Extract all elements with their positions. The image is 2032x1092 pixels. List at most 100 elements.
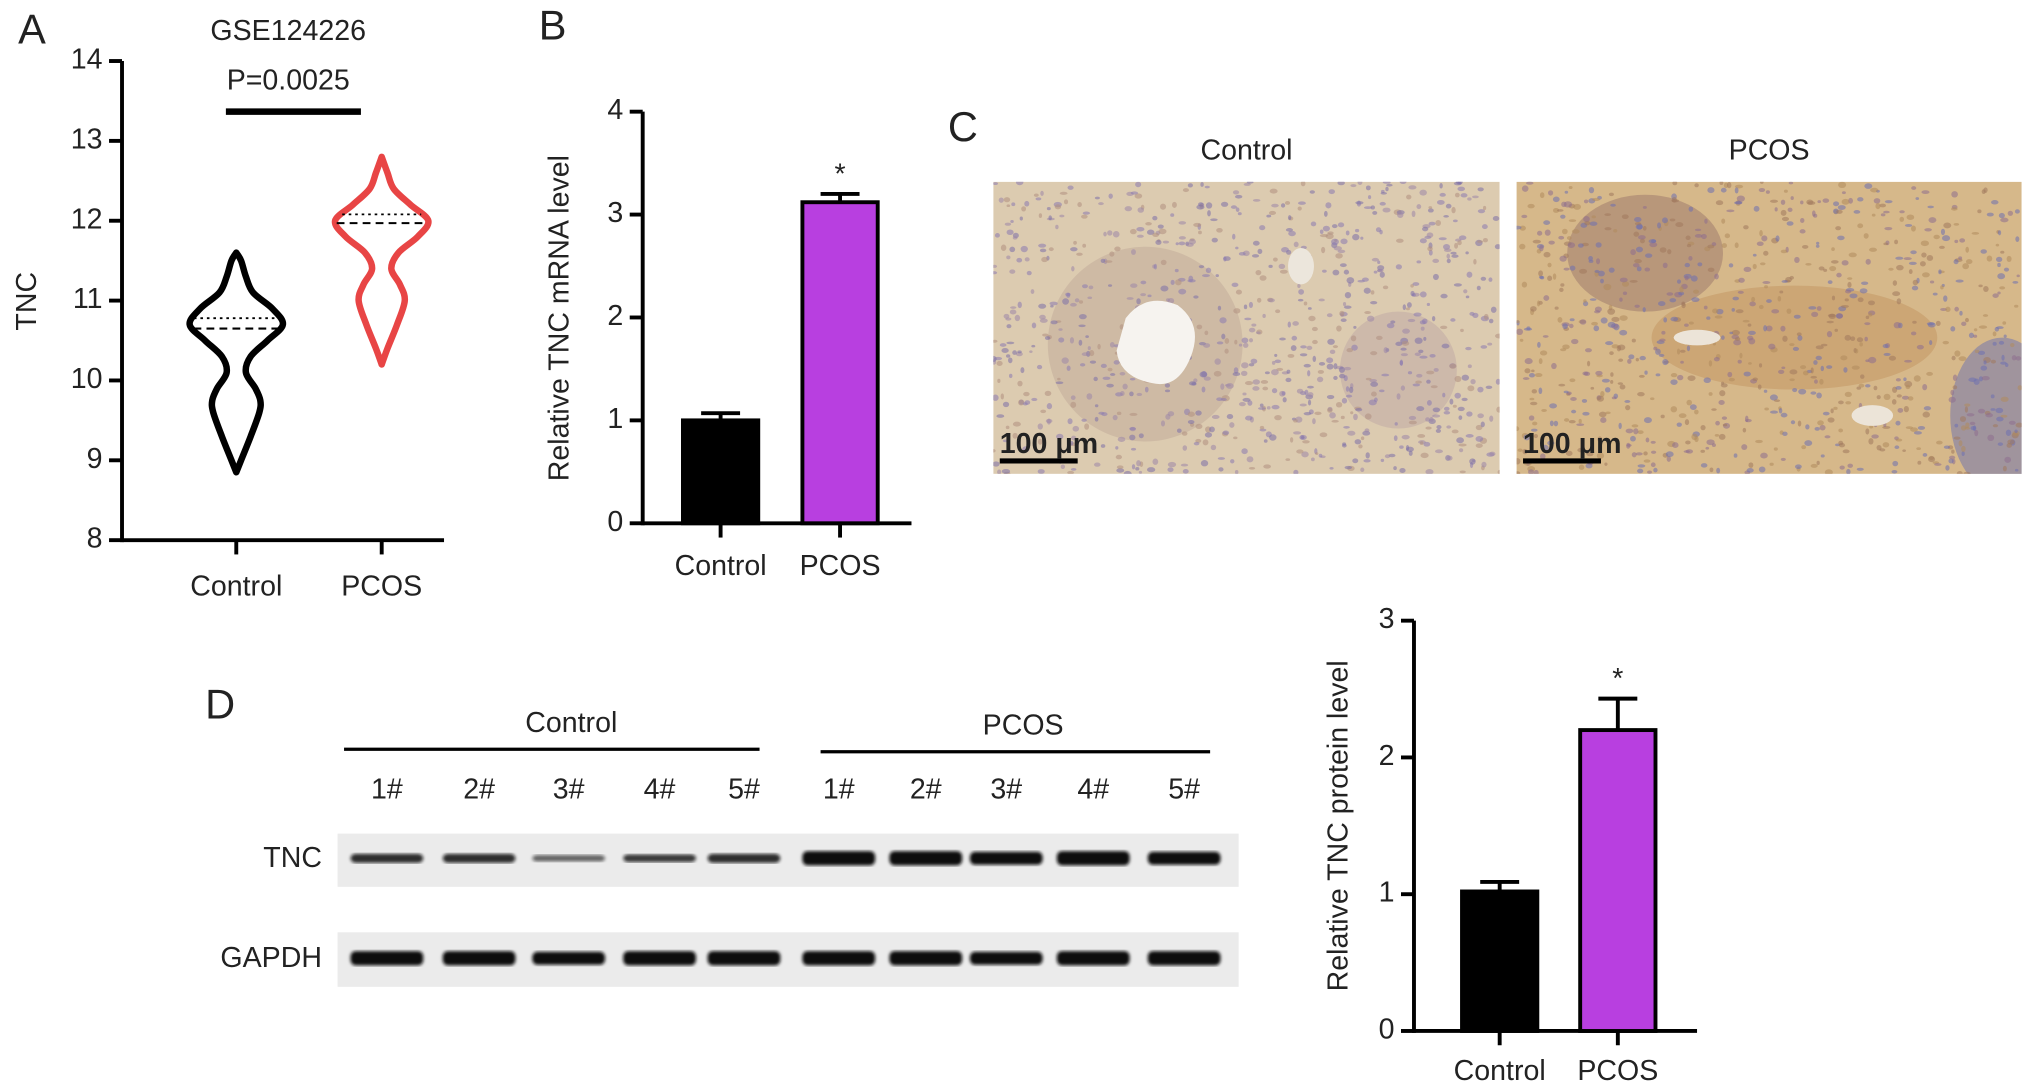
cell <box>1297 283 1301 288</box>
cell <box>1644 370 1648 375</box>
cell <box>1233 436 1238 440</box>
cell <box>1598 411 1607 418</box>
violin <box>331 153 432 368</box>
cell <box>1497 469 1500 474</box>
cell <box>1650 450 1657 454</box>
cell <box>1694 183 1699 188</box>
cell <box>1069 440 1074 446</box>
cell <box>1255 269 1262 276</box>
cell <box>1849 293 1858 299</box>
cell <box>1910 250 1917 255</box>
cell <box>1477 209 1486 214</box>
cell <box>1458 235 1467 241</box>
scale-bar-label: 100 μm <box>1523 428 1621 460</box>
cell <box>1400 385 1406 391</box>
bar <box>680 418 761 526</box>
cell <box>1414 337 1423 344</box>
cell <box>1910 331 1917 336</box>
cell <box>1618 358 1624 362</box>
cell <box>1012 421 1021 427</box>
cell <box>1528 373 1536 378</box>
cell <box>1397 212 1404 218</box>
cell <box>1006 324 1012 329</box>
cell <box>1770 410 1778 414</box>
cell <box>1633 428 1639 435</box>
cell <box>1443 410 1451 415</box>
cell <box>1687 375 1696 381</box>
cell <box>1331 224 1338 229</box>
cell <box>1999 286 2006 290</box>
cell <box>1883 352 1891 357</box>
cell <box>1992 341 1997 346</box>
cell <box>1232 190 1240 195</box>
cell <box>1022 446 1030 453</box>
cell <box>1847 463 1854 468</box>
blot-band <box>350 853 424 863</box>
cell <box>1752 263 1757 270</box>
cell <box>1076 252 1083 256</box>
cell <box>1562 323 1568 330</box>
cell <box>1131 249 1136 255</box>
cell <box>2014 468 2019 472</box>
cell <box>1854 348 1859 354</box>
cell <box>1378 389 1385 393</box>
cell <box>1106 383 1114 388</box>
cell <box>1959 310 1963 316</box>
bar <box>1460 889 1540 1033</box>
cell <box>1019 216 1023 221</box>
cell <box>1655 348 1661 355</box>
cell <box>1600 390 1605 397</box>
cell <box>1117 436 1126 442</box>
cell <box>1734 242 1739 249</box>
cell <box>1537 230 1543 236</box>
cell <box>1293 419 1298 423</box>
cell <box>1380 191 1387 195</box>
cell <box>1731 308 1735 312</box>
lane-label: 4# <box>644 773 676 805</box>
cell <box>2014 209 2020 214</box>
cell <box>1635 246 1643 253</box>
cell <box>1467 385 1475 392</box>
cell <box>1859 288 1868 294</box>
cell <box>1547 190 1554 196</box>
cell <box>1810 463 1818 468</box>
cell <box>1708 360 1713 367</box>
cell <box>1805 424 1810 430</box>
cell <box>1844 298 1849 302</box>
cell <box>1231 282 1239 288</box>
cell <box>1279 269 1288 274</box>
cell <box>1167 467 1174 473</box>
cell <box>1434 449 1443 454</box>
cell <box>1838 440 1844 446</box>
cell <box>1800 365 1807 370</box>
cell <box>1951 449 1955 454</box>
cell <box>1408 185 1417 190</box>
cell <box>1655 373 1661 377</box>
cell <box>1835 443 1840 447</box>
cell <box>1991 200 1999 205</box>
cell <box>1838 428 1844 433</box>
cell <box>1205 202 1213 209</box>
cell <box>1399 468 1406 473</box>
cell <box>1005 354 1011 358</box>
cell <box>1819 424 1826 431</box>
cell <box>1700 449 1705 453</box>
cell <box>1191 382 1197 386</box>
cell <box>1360 436 1365 441</box>
cell <box>1981 376 1990 381</box>
cell <box>1224 348 1229 354</box>
cell <box>1235 207 1240 212</box>
cell <box>1082 243 1087 248</box>
cell <box>1516 225 1522 230</box>
cell <box>1456 437 1464 444</box>
cell <box>1604 462 1608 466</box>
cell <box>2000 217 2009 223</box>
cell <box>1327 231 1334 235</box>
cell <box>1769 394 1778 401</box>
cell <box>1276 367 1284 371</box>
cell <box>1210 218 1218 222</box>
cell <box>1856 337 1864 343</box>
cell <box>1074 298 1080 303</box>
cell <box>1455 181 1463 185</box>
cell <box>1684 323 1689 327</box>
